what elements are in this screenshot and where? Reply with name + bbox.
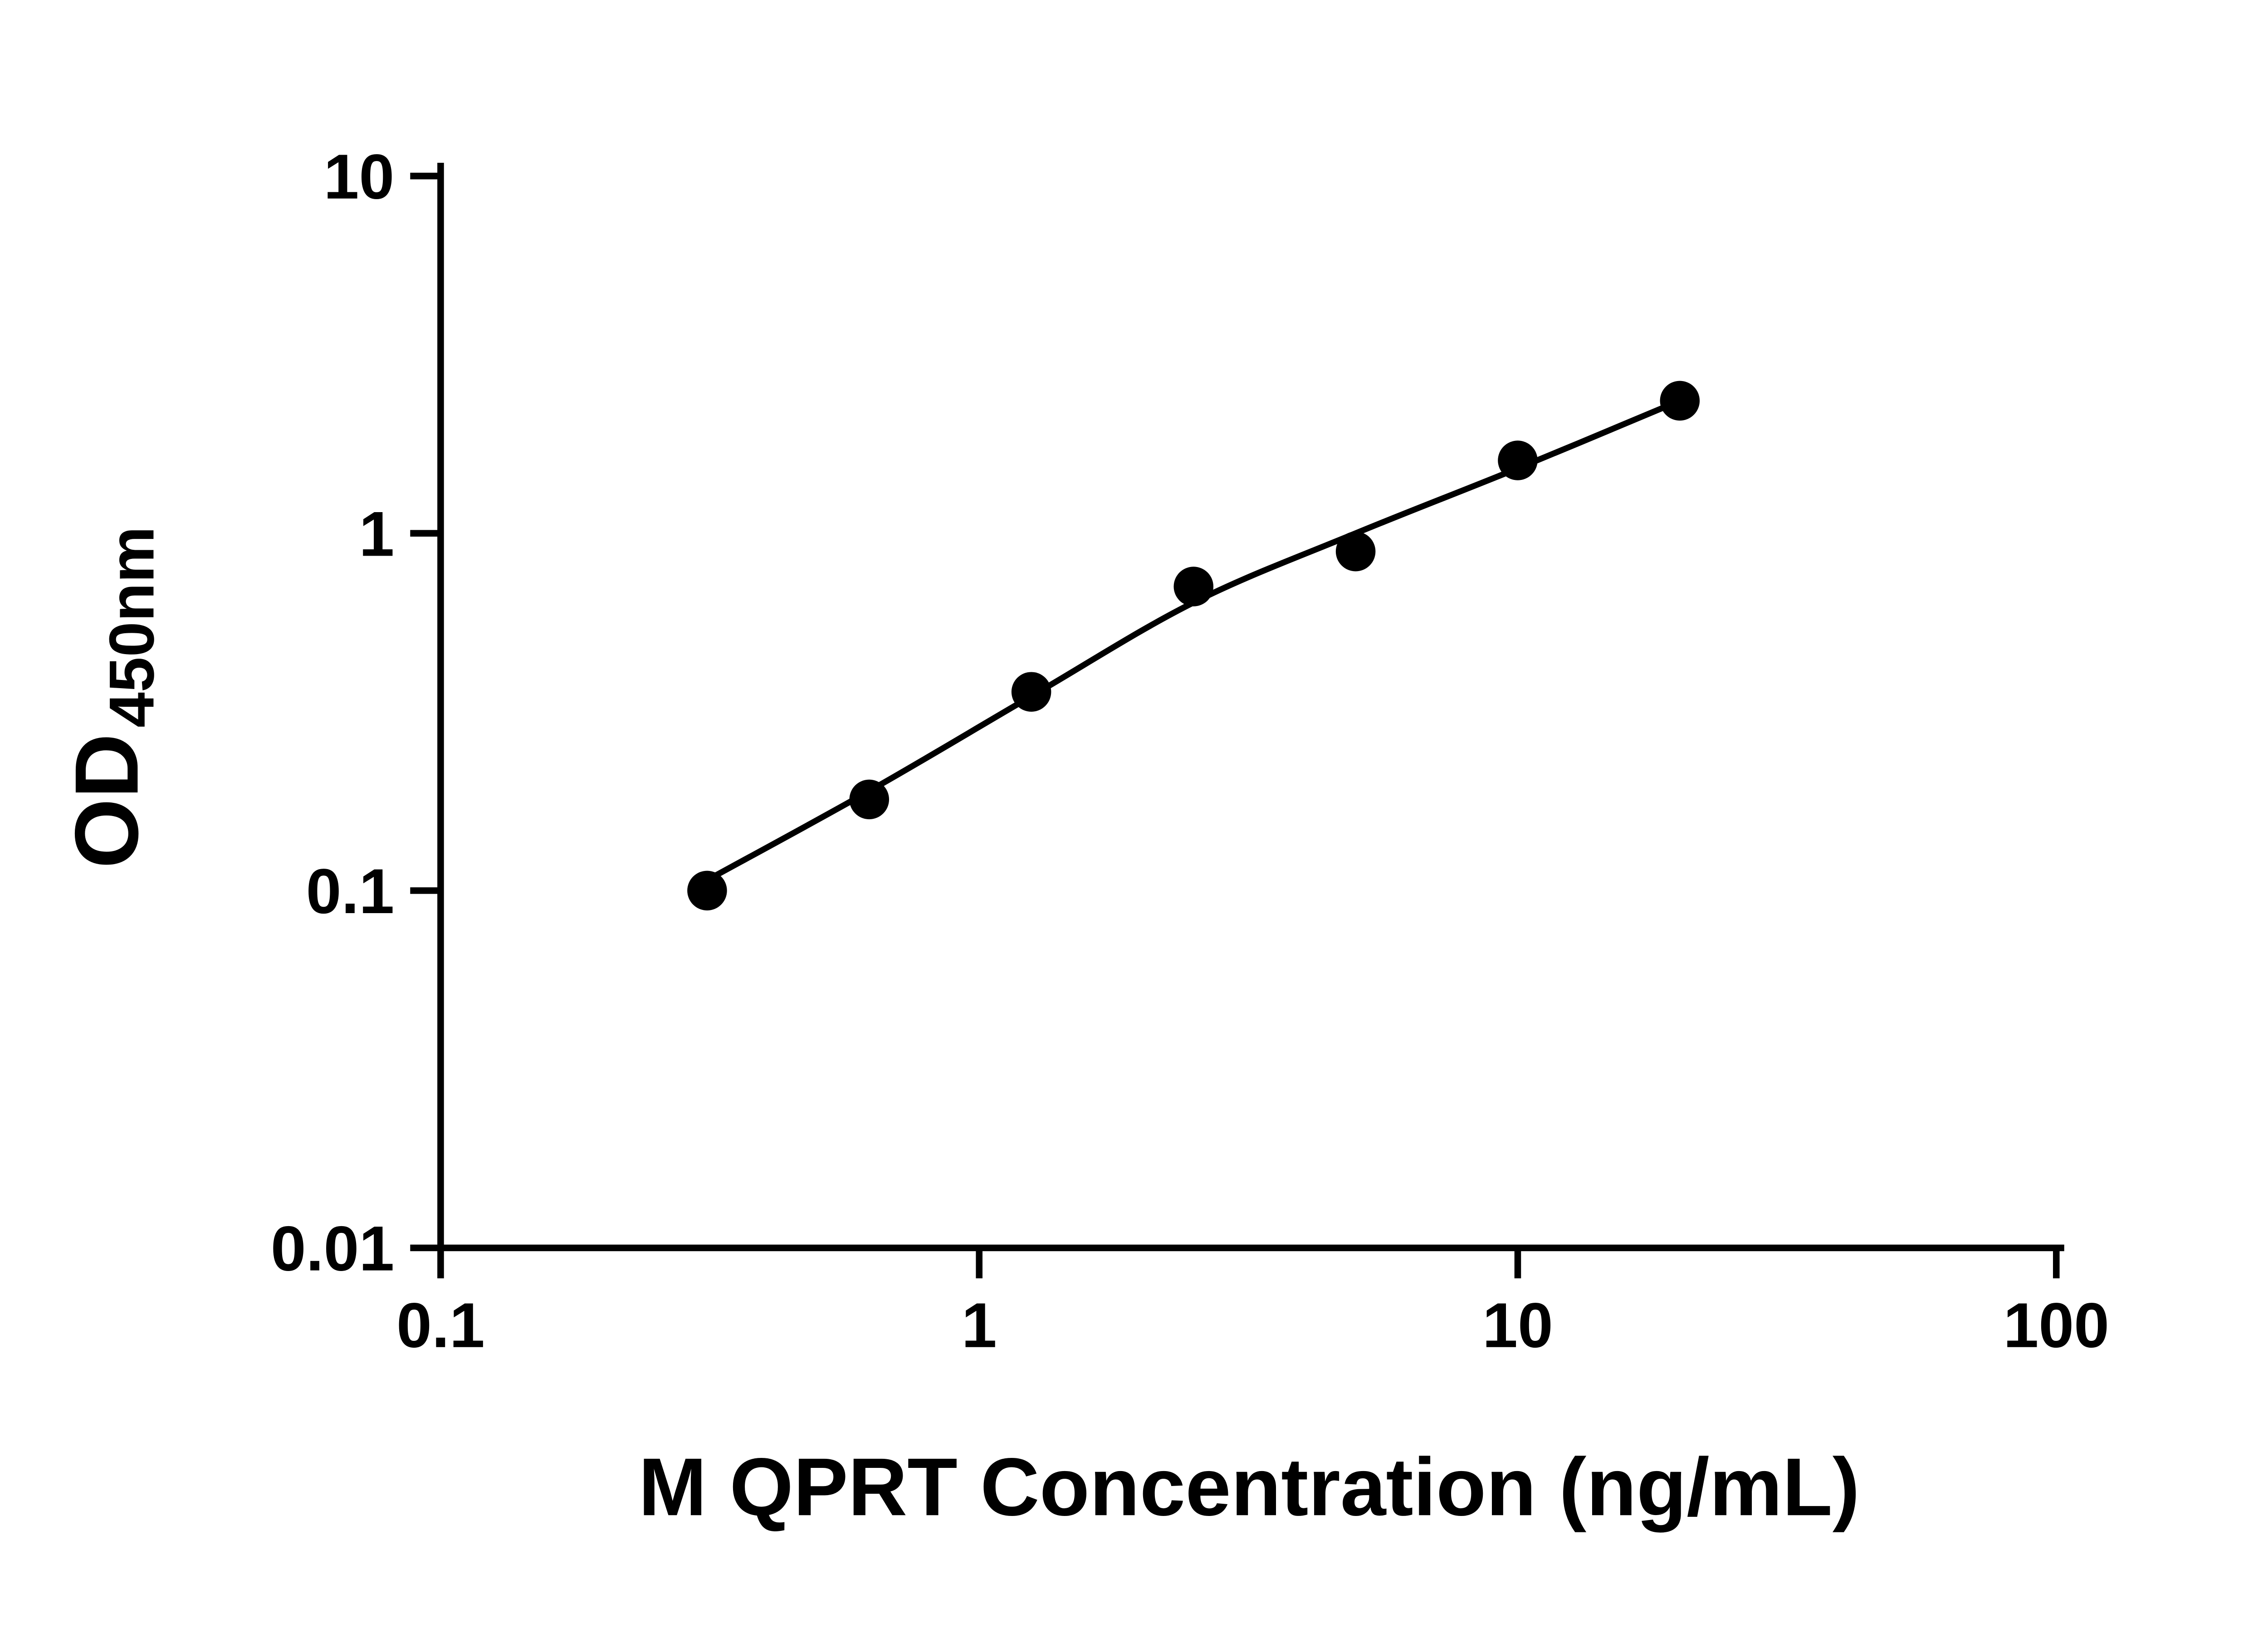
y-axis-title-subscript: 450nm xyxy=(96,526,167,728)
y-axis-title: OD 450nm xyxy=(56,526,167,868)
x-axis-tick-label: 0.1 xyxy=(396,1290,485,1361)
data-point xyxy=(1498,440,1538,480)
x-axis-tick-label: 1 xyxy=(962,1290,997,1361)
x-axis-tick-label: 10 xyxy=(1482,1290,1553,1361)
y-axis-tick-label: 1 xyxy=(359,498,394,569)
y-axis-tick-label: 0.01 xyxy=(271,1213,395,1284)
data-point xyxy=(849,779,890,820)
data-point xyxy=(1660,381,1700,421)
data-point xyxy=(1011,672,1051,712)
y-axis-tick-label: 0.1 xyxy=(306,856,395,927)
x-axis-title: M QPRT Concentration (ng/mL) xyxy=(638,1441,1860,1533)
axis-lines xyxy=(437,162,2064,1252)
x-axis-tick-label: 100 xyxy=(2003,1290,2109,1361)
point-layer xyxy=(687,381,1700,911)
y-axis-title-main: OD xyxy=(56,733,157,869)
data-point xyxy=(687,870,727,911)
data-point xyxy=(1335,531,1376,572)
data-point xyxy=(1173,567,1214,606)
y-axis-tick-label: 10 xyxy=(324,141,395,212)
axes-layer xyxy=(437,162,2064,1252)
